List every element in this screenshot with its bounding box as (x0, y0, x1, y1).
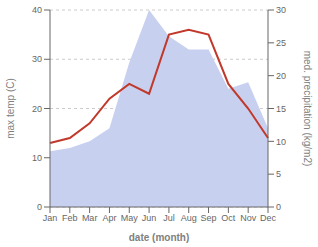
svg-text:10: 10 (32, 153, 42, 163)
svg-text:Apr: Apr (102, 213, 116, 223)
svg-text:Dec: Dec (260, 213, 277, 223)
svg-text:20: 20 (276, 71, 286, 81)
svg-text:Nov: Nov (240, 213, 257, 223)
svg-text:15: 15 (276, 104, 286, 114)
svg-text:0: 0 (276, 202, 281, 212)
svg-text:Sep: Sep (201, 213, 217, 223)
svg-text:Feb: Feb (62, 213, 78, 223)
svg-text:20: 20 (32, 104, 42, 114)
svg-text:Oct: Oct (221, 213, 236, 223)
svg-text:30: 30 (276, 5, 286, 15)
svg-text:10: 10 (276, 137, 286, 147)
svg-text:Jul: Jul (163, 213, 175, 223)
svg-text:25: 25 (276, 38, 286, 48)
svg-text:med. precipitation (kg/m2): med. precipitation (kg/m2) (302, 51, 310, 167)
svg-text:40: 40 (32, 5, 42, 15)
svg-text:0: 0 (37, 202, 42, 212)
svg-text:5: 5 (276, 169, 281, 179)
svg-text:Jun: Jun (142, 213, 157, 223)
svg-text:Jan: Jan (43, 213, 58, 223)
svg-text:max temp (C): max temp (C) (8, 78, 16, 139)
svg-text:Aug: Aug (181, 213, 197, 223)
svg-text:30: 30 (32, 54, 42, 64)
svg-text:Mar: Mar (82, 213, 98, 223)
svg-text:date (month): date (month) (129, 232, 190, 243)
svg-text:May: May (121, 213, 139, 223)
